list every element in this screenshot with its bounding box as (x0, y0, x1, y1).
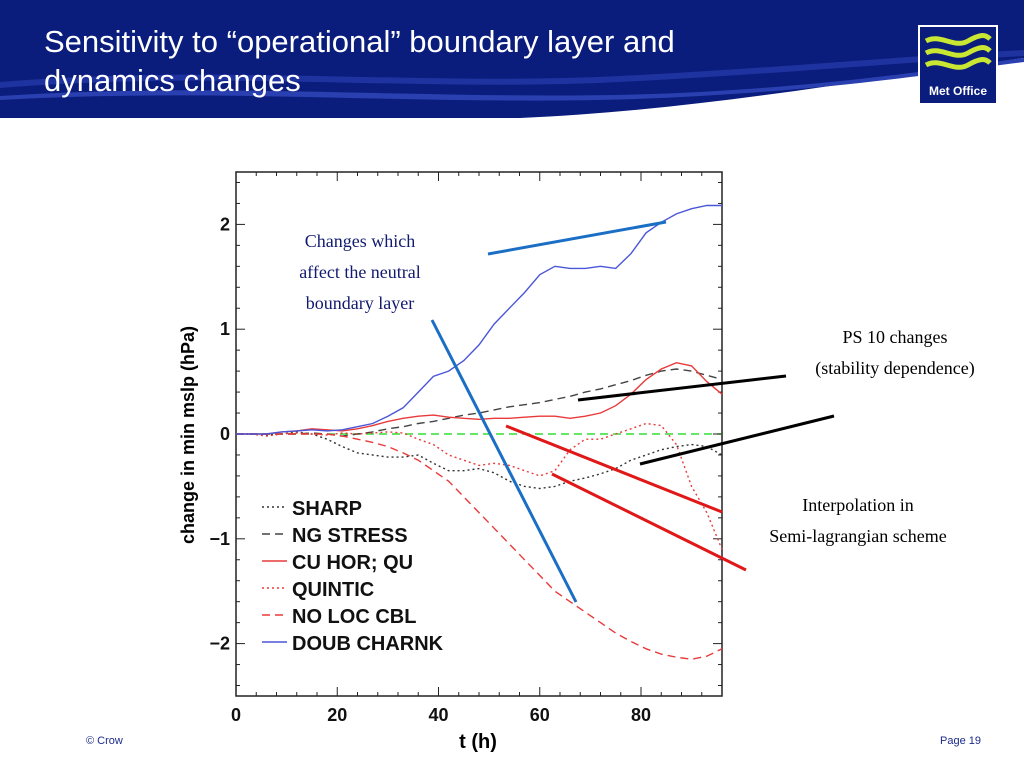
annotation-line: Changes which (304, 231, 416, 251)
legend-label: NG STRESS (292, 525, 408, 547)
pointer-line-neutral-top (487, 220, 667, 256)
y-tick-label: 2 (220, 214, 230, 234)
x-tick-label: 20 (327, 705, 347, 725)
title-line-2: dynamics changes (44, 63, 301, 98)
y-tick-label: 1 (220, 319, 230, 339)
y-tick-label: 0 (220, 424, 230, 444)
legend-label: SHARP (292, 498, 362, 520)
series-line-sharp (236, 431, 723, 490)
annotation-line: Interpolation in (802, 495, 914, 515)
pointer-line-ps10-top (577, 374, 787, 402)
y-axis-label: change in min mslp (hPa) (178, 326, 198, 544)
x-tick-label: 0 (231, 705, 241, 725)
series-line-doub-charnk (236, 204, 722, 435)
pointer-line-interp-top (505, 424, 723, 514)
slide-header: Sensitivity to “operational” boundary la… (0, 0, 1024, 118)
y-tick-label: −1 (209, 529, 230, 549)
legend-label: QUINTIC (292, 579, 374, 601)
x-tick-label: 40 (428, 705, 448, 725)
series-line-ng-stress (236, 368, 723, 437)
legend-label: DOUB CHARNK (292, 633, 444, 655)
pointer-line-neutral-bottom (430, 319, 578, 603)
annotation-line: boundary layer (305, 293, 415, 313)
legend-label: NO LOC CBL (292, 606, 416, 628)
x-tick-label: 60 (530, 705, 550, 725)
annotation-line: PS 10 changes (842, 327, 948, 347)
x-tick-label: 80 (631, 705, 651, 725)
annotation-ps10: PS 10 changes (stability dependence) (786, 322, 1004, 384)
footer-copyright: © Crow (86, 735, 123, 747)
legend-label: CU HOR; QU (292, 552, 413, 574)
met-office-logo: Met Office (918, 25, 998, 105)
logo-text: Met Office (928, 84, 987, 98)
annotation-neutral-boundary-layer: Changes which affect the neutral boundar… (270, 226, 450, 319)
annotation-line: affect the neutral (299, 262, 421, 282)
annotation-line: (stability dependence) (815, 358, 975, 378)
series-line-cu-hor-qu (236, 361, 723, 435)
pointer-line-interp-bottom (551, 472, 747, 572)
annotation-interpolation: Interpolation in Semi-lagrangian scheme (740, 490, 976, 552)
x-axis-label: t (h) (459, 731, 497, 753)
title-line-1: Sensitivity to “operational” boundary la… (44, 24, 675, 59)
y-tick-label: −2 (209, 634, 230, 654)
annotation-line: Semi-lagrangian scheme (769, 526, 947, 546)
slide-title: Sensitivity to “operational” boundary la… (44, 22, 864, 100)
footer-page-number: Page 19 (940, 735, 981, 747)
series-line-no-loc-cbl (236, 433, 723, 661)
pointer-line-ps10-bottom (639, 414, 835, 466)
logo-wave-icon (924, 33, 992, 70)
